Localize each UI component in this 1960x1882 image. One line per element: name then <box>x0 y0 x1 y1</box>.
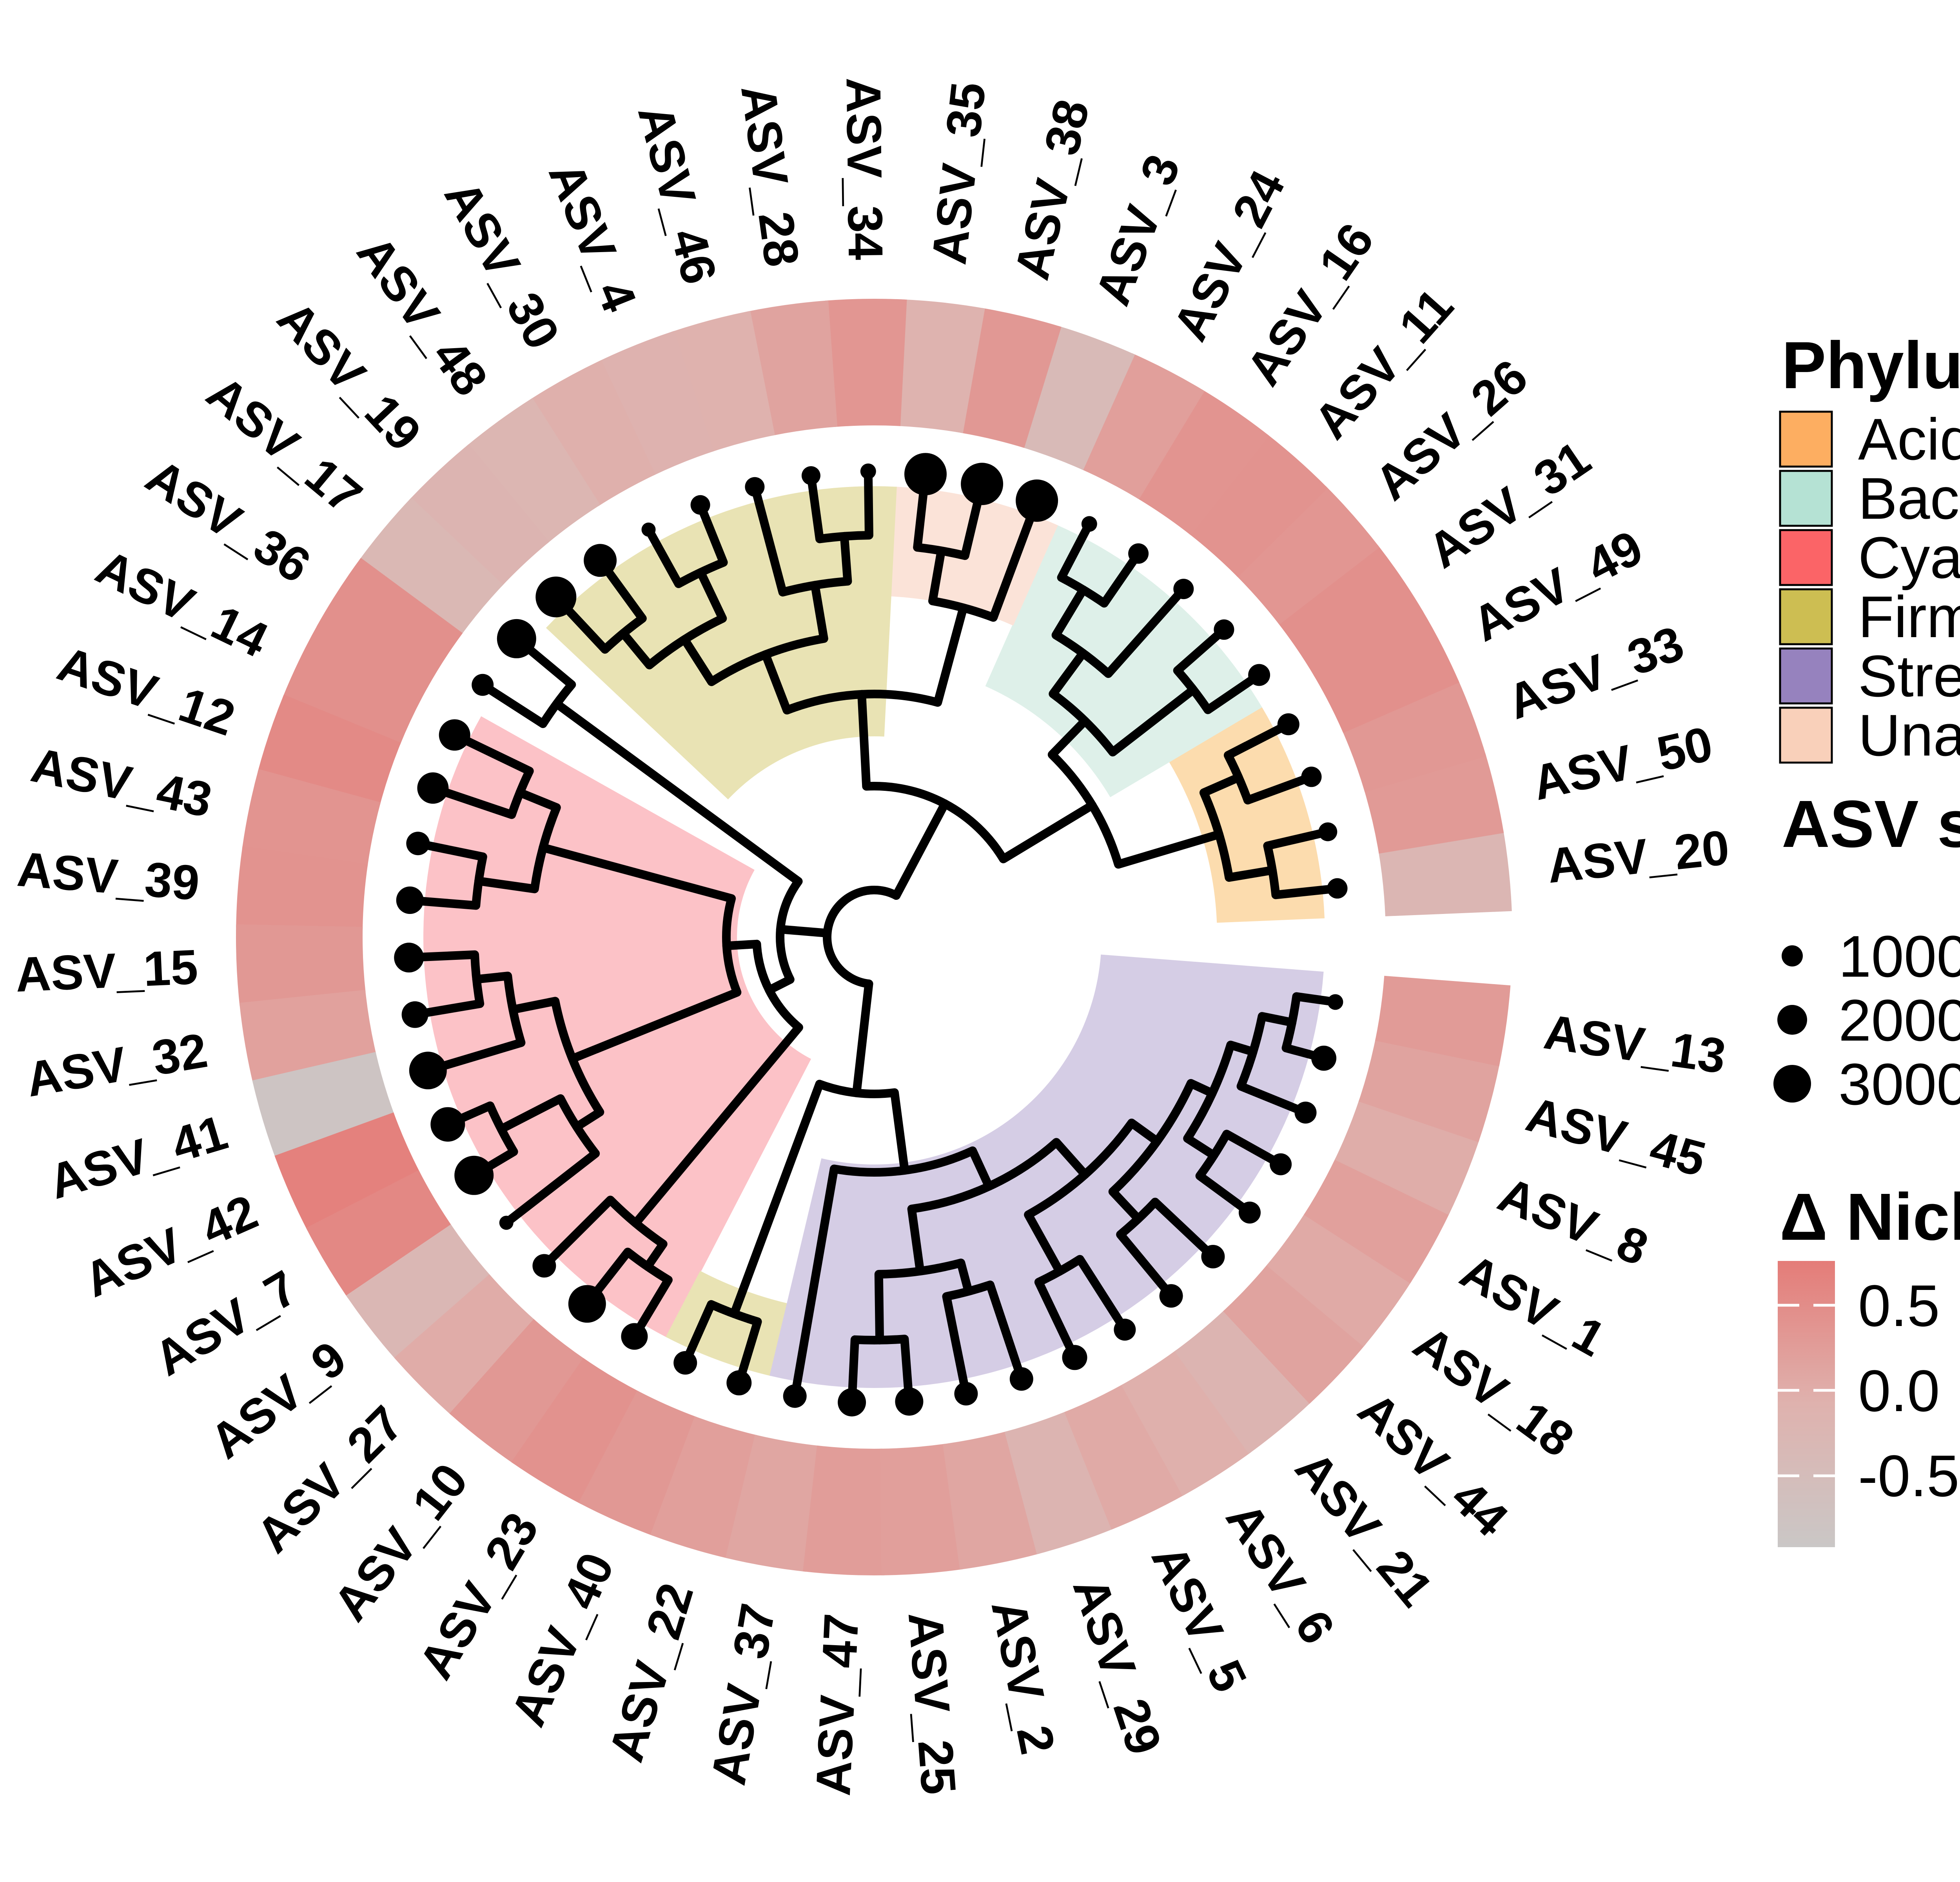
svg-text:1000: 1000 <box>1838 923 1960 989</box>
svg-text:Phylum: Phylum <box>1782 328 1960 403</box>
svg-text:Streptophyta: Streptophyta <box>1858 643 1960 709</box>
svg-text:Cyanobacteria: Cyanobacteria <box>1858 525 1960 590</box>
svg-text:Firmicutes: Firmicutes <box>1858 584 1960 650</box>
svg-text:Acidobacteriota: Acidobacteriota <box>1858 406 1960 472</box>
svg-text:ASV_34: ASV_34 <box>836 77 893 260</box>
svg-text:ASV_47: ASV_47 <box>806 1612 869 1797</box>
svg-text:Unassigned: Unassigned <box>1858 702 1960 768</box>
svg-text:3000: 3000 <box>1838 1051 1960 1117</box>
svg-text:2000: 2000 <box>1838 987 1960 1053</box>
svg-text:ASV_15: ASV_15 <box>15 940 199 1002</box>
svg-text:0.5: 0.5 <box>1858 1273 1940 1339</box>
svg-text:0.0: 0.0 <box>1858 1358 1940 1424</box>
svg-text:ASV size: ASV size <box>1782 787 1960 861</box>
svg-text:Bacteroidetes: Bacteroidetes <box>1858 465 1960 531</box>
svg-text:Δ Niche breadths: Δ Niche breadths <box>1780 1180 1960 1254</box>
svg-text:-0.5: -0.5 <box>1858 1443 1959 1509</box>
